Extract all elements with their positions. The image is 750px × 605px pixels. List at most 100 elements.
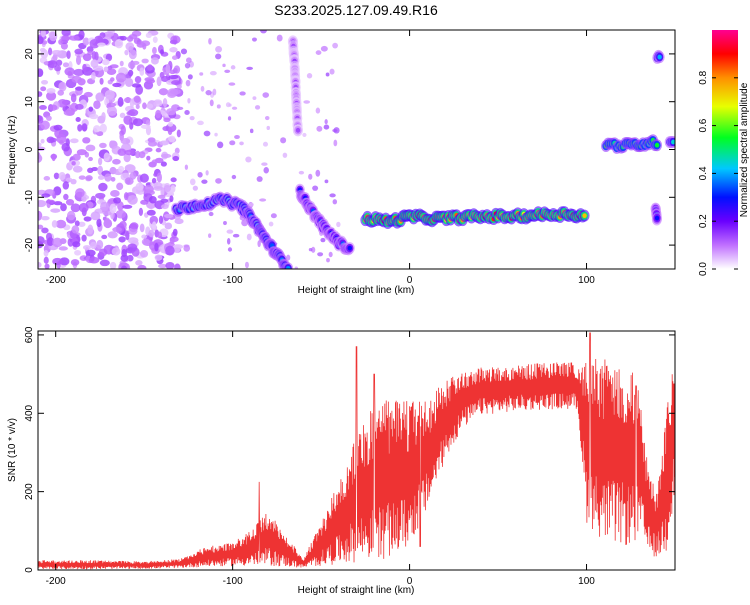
heatmap-cell [303,100,311,104]
heatmap-cell [215,46,223,53]
heatmap-cell [38,68,44,77]
heatmap-cell [261,162,268,166]
heatmap-cell [57,98,68,108]
heatmap-cell [104,173,112,182]
heatmap-cell [51,49,62,55]
heatmap-cell [90,211,101,221]
heatmap-cell [145,32,152,39]
heatmap-cell [315,107,321,114]
heatmap-cell [40,30,46,38]
heatmap-cell [246,66,253,70]
heatmap-cell [86,46,94,53]
heatmap-cell [249,128,254,134]
heatmap-cell [124,49,129,56]
heatmap-cell [61,142,70,152]
heatmap-cell [294,266,299,269]
heatmap-cell [97,42,106,47]
heatmap-cell [145,119,151,127]
heatmap-cell [169,47,178,53]
heatmap-cell [280,137,287,144]
heatmap-cell [85,175,93,181]
heatmap-cell [657,54,662,60]
colorbar-tick-label: 0.2 [698,214,709,228]
spectrogram-y-tick-label: -10 [24,190,35,205]
heatmap-cell [347,245,353,251]
heatmap-cell [170,177,177,183]
heatmap-cell [128,49,137,60]
heatmap-cell [62,62,69,68]
heatmap-cell [64,67,75,76]
heatmap-cell [132,118,144,127]
heatmap-cell [87,224,94,235]
heatmap-cell [85,144,96,152]
heatmap-cell [160,49,165,55]
heatmap-cell [163,213,174,219]
heatmap-cell [85,249,96,257]
heatmap-cell [328,251,333,258]
heatmap-cell [135,182,144,191]
heatmap-cell [65,198,75,206]
heatmap-cell [316,125,323,132]
heatmap-cell [306,73,313,79]
heatmap-cell [96,218,102,228]
colorbar-tick-label: 0.0 [698,262,709,276]
heatmap-cell [119,35,127,41]
heatmap-cell [135,260,143,266]
heatmap-cell [139,67,145,76]
heatmap-cell [44,263,50,269]
heatmap-cell [187,97,191,104]
heatmap-cell [103,244,115,255]
heatmap-cell [95,92,105,102]
heatmap-cell [43,256,49,264]
spectrogram-x-tick-label: -200 [46,275,66,286]
heatmap-cell [209,99,214,107]
heatmap-cell [187,74,193,80]
heatmap-cell [110,176,116,182]
snr-x-axis-label: Height of straight line (km) [298,585,415,596]
spectrogram-y-tick-label: 20 [24,48,35,60]
heatmap-cell [320,237,326,243]
heatmap-cell [101,58,110,66]
heatmap-cell [135,150,141,159]
heatmap-cell [141,234,148,239]
snr-y-tick-label: 600 [24,326,35,343]
heatmap-cell [169,88,181,95]
heatmap-cell [63,109,75,116]
heatmap-cell [251,37,257,42]
heatmap-cell [88,106,94,112]
heatmap-cell [308,247,313,252]
heatmap-cell [185,79,191,87]
heatmap-cell [323,124,330,130]
heatmap-cell [165,261,175,269]
heatmap-cell [231,106,238,110]
heatmap-cell [147,64,153,71]
heatmap-cell [151,159,158,165]
heatmap-cell [81,196,87,202]
heatmap-cell [71,75,82,84]
heatmap-cell [282,152,288,158]
heatmap-cell [228,82,236,86]
heatmap-cell [109,140,115,147]
heatmap-cell [169,237,175,244]
heatmap-cell [96,239,104,250]
colorbar-ticks: 0.0 0.2 0.4 0.6 0.8 [698,70,738,276]
heatmap-cell [264,115,270,121]
heatmap-cell [77,221,86,227]
heatmap-cell [121,265,127,269]
heatmap-cell [159,140,170,146]
spectrogram-x-tick-label: 100 [578,275,595,286]
heatmap-cell [174,263,181,269]
heatmap-cell [163,184,172,193]
heatmap-cell [317,252,324,257]
heatmap-cell [38,91,43,97]
heatmap-cell [156,172,162,183]
heatmap-cell [124,77,134,88]
heatmap-cell [120,137,131,145]
heatmap-cell [40,138,45,144]
heatmap-cell [336,221,341,228]
heatmap-cell [46,237,54,247]
heatmap-cell [77,124,83,132]
spectrogram-x-ticks: -200 -100 0 100 [46,30,595,286]
heatmap-cell [172,228,178,237]
snr-x-tick-label: 0 [407,576,413,587]
